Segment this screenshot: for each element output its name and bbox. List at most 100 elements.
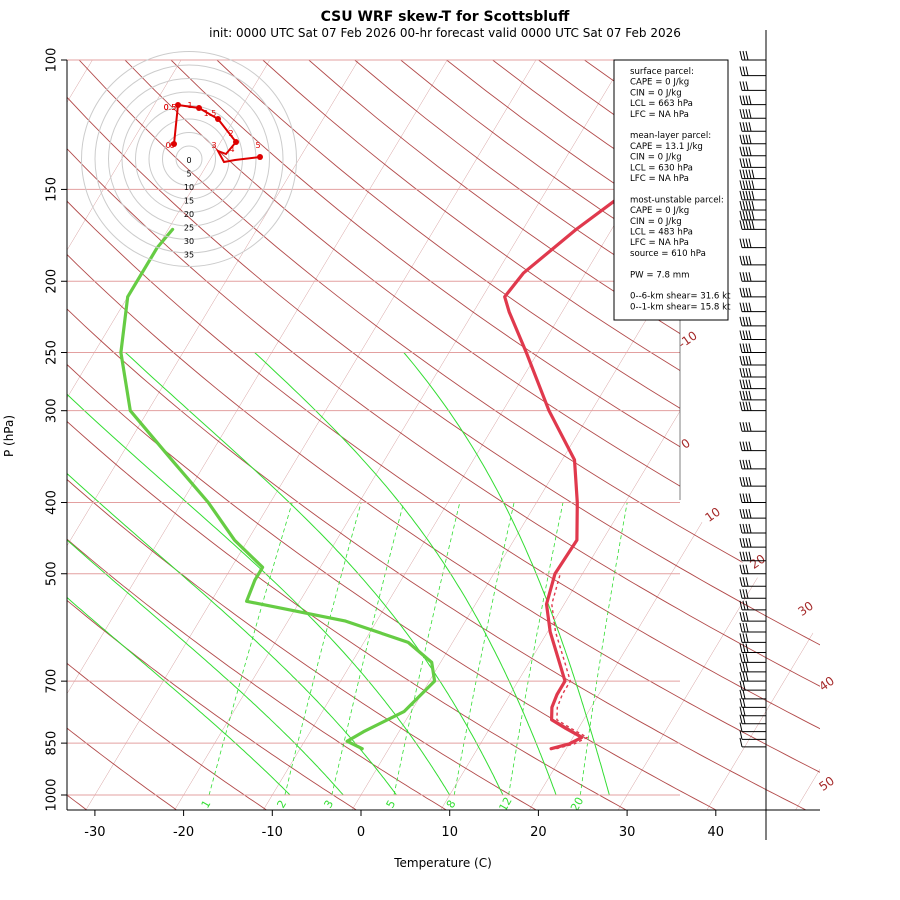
wind-barb [739, 459, 766, 470]
wind-barb-flag [748, 523, 752, 534]
wind-barb-flag [745, 109, 749, 119]
wind-barb-flag [745, 302, 749, 312]
hodograph-height-label: 1 [187, 101, 192, 110]
wind-barb-flag [751, 210, 755, 220]
x-tick-label: -30 [84, 825, 105, 840]
wind-barb-flag [739, 622, 743, 633]
moist-adiabat [67, 352, 397, 796]
hodograph-trace [177, 104, 261, 164]
wind-barb-flag [748, 255, 752, 265]
wind-barb-flag [745, 523, 749, 534]
wind-barb [739, 538, 766, 548]
wind-barb-flag [739, 255, 743, 265]
wind-barb-flag [739, 477, 743, 487]
wind-barb-flag [748, 477, 752, 487]
hodograph-height-label: 5 [255, 141, 260, 150]
hodograph-ring [81, 51, 297, 267]
chart-subtitle: init: 0000 UTC Sat 07 Feb 2026 00-hr for… [209, 26, 681, 40]
wind-barb-flag [745, 477, 749, 487]
info-box-line: LFC = NA hPa [630, 110, 689, 120]
wind-barb-flag [745, 662, 749, 673]
axes-layer: -100102030405010015020025030040050070085… [45, 48, 837, 840]
wind-barb-flag [748, 158, 752, 168]
wind-barb [739, 180, 766, 190]
hodograph-point [233, 139, 239, 145]
wind-barb-flag [739, 316, 743, 326]
wind-barb-flag [742, 600, 746, 611]
dry-adiabat [262, 60, 820, 810]
wind-barb [739, 653, 766, 663]
wind-barb-flag [739, 600, 743, 611]
hodograph-point [196, 105, 202, 111]
wind-barb-flag [739, 698, 743, 708]
info-box-line: CIN = 0 J/kg [630, 88, 682, 98]
wind-barb-flag [745, 134, 749, 144]
x-tick-label: 0 [357, 825, 365, 840]
wind-barb-flag [748, 379, 752, 389]
wind-barb-flag [748, 180, 752, 190]
wind-barb [739, 190, 766, 201]
wind-barb-flag [745, 672, 749, 682]
wind-barb-flag [742, 146, 746, 156]
wind-barb-flag [748, 272, 752, 282]
wind-barb-flag [742, 643, 746, 653]
wind-barb-flag [739, 343, 743, 353]
wind-barb-flag [745, 538, 749, 548]
wind-barb-flag [748, 538, 752, 548]
wind-barb-flag [745, 220, 749, 230]
wind-barb-flag [745, 367, 749, 378]
isotherm [706, 60, 820, 810]
wind-barb-flag [742, 422, 746, 432]
wind-barb-flag [742, 66, 746, 76]
hodograph-ring-label: 25 [184, 224, 194, 233]
wind-barb-flag [748, 122, 752, 132]
dry-adiabat [170, 60, 820, 810]
virtual-temperature-profile [551, 573, 589, 750]
x-tick-label: 30 [619, 825, 636, 840]
wind-barb-flag [742, 134, 746, 144]
wind-barb-flag [742, 200, 746, 211]
info-box-line: CAPE = 13.1 J/kg [630, 142, 703, 152]
wind-barb-flag [748, 422, 752, 432]
hodograph-ring-label: 10 [184, 183, 194, 192]
wind-barb-flag [748, 146, 752, 156]
wind-barb-flag [739, 441, 743, 451]
wind-barb [739, 672, 766, 682]
wind-barb [739, 367, 766, 378]
wind-barbs-layer [739, 30, 767, 840]
wind-barb-flag [745, 612, 749, 622]
y-tick-label: 150 [45, 177, 60, 202]
wind-barb-flag [742, 401, 746, 411]
info-box-line: LCL = 483 hPa [630, 228, 693, 238]
isotherm [67, 60, 359, 810]
wind-barb-flag [745, 551, 749, 561]
wind-barb-flag [748, 508, 752, 519]
wind-barb [739, 508, 766, 519]
wind-barb-flag [739, 122, 743, 132]
wind-barb-flag [742, 109, 746, 119]
y-tick-label: 200 [45, 269, 60, 294]
hodograph-point [175, 102, 181, 108]
wind-barb [739, 477, 766, 487]
wind-barb-flag [748, 95, 752, 105]
wind-barb [739, 122, 766, 132]
wind-barb-flag [739, 730, 743, 740]
wind-barb [739, 343, 766, 353]
wind-barb-flag [739, 190, 743, 201]
wind-barb [739, 158, 766, 168]
hodograph-ring [175, 145, 203, 173]
wind-barb-flag [739, 367, 743, 378]
wind-barb-flag [748, 302, 752, 312]
wind-barb-flag [748, 169, 752, 179]
wind-barb-flag [745, 272, 749, 282]
wind-barb-flag [739, 330, 743, 340]
hodograph-ring [108, 78, 270, 240]
wind-barb [739, 564, 766, 575]
dry-adiabat [67, 60, 448, 810]
wind-barb [739, 81, 766, 91]
wind-barb-flag [742, 50, 746, 61]
wind-barb-flag [739, 200, 743, 211]
wind-barb-flag [739, 134, 743, 144]
wind-barb-flag [745, 287, 749, 297]
wind-barb-flag [745, 330, 749, 340]
